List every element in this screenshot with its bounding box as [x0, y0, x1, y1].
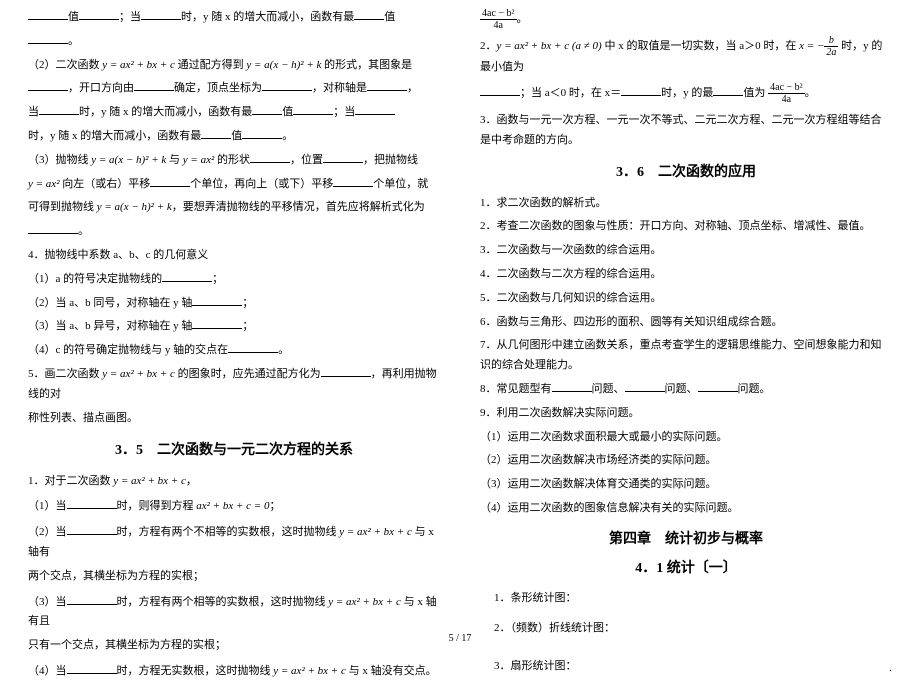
text-line: 时，y 随 x 的增大而减小，函数有最值。	[28, 127, 440, 147]
list-item: 4．二次函数与二次方程的综合运用。	[480, 265, 892, 285]
text-line: 3．函数与一元一次方程、一元一次不等式、二元二次方程、二元一次方程组等结合是中考…	[480, 111, 892, 151]
dot-icon: .	[889, 657, 892, 679]
list-item: （1）运用二次函数求面积最大或最小的实际问题。	[480, 428, 892, 448]
section-title: 3．5 二次函数与一元二次方程的关系	[28, 438, 440, 463]
text-line: （4）当时，方程无实数根，这时抛物线 y = ax² + bx + c 与 x …	[28, 662, 440, 682]
left-column: 值；当时，y 随 x 的增大而减小，函数有最值 。 （2）二次函数 y = ax…	[0, 0, 460, 650]
list-item: 2．考查二次函数的图象与性质：开口方向、对称轴、顶点坐标、增减性、最值。	[480, 217, 892, 237]
text-line: （3）抛物线 y = a(x − h)² + k 与 y = ax² 的形状，位…	[28, 151, 440, 171]
text-line: （2）二次函数 y = ax² + bx + c 通过配方得到 y = a(x …	[28, 56, 440, 76]
list-item: 7．从几何图形中建立函数关系，重点考查学生的逻辑思维能力、空间想象能力和知识的综…	[480, 336, 892, 376]
list-item: 9．利用二次函数解决实际问题。	[480, 404, 892, 424]
text-line: （1）当时，则得到方程 ax² + bx + c = 0；	[28, 497, 440, 517]
text-line: 。	[28, 32, 440, 52]
text-line: 值；当时，y 随 x 的增大而减小，函数有最值	[28, 8, 440, 28]
text-line: 2．y = ax² + bx + c (a ≠ 0) 中 x 的取值是一切实数，…	[480, 35, 892, 78]
text-line: （3）当时，方程有两个相等的实数根，这时抛物线 y = ax² + bx + c…	[28, 593, 440, 633]
list-item: 1．求二次函数的解析式。	[480, 194, 892, 214]
list-item: （2）运用二次函数解决市场经济类的实际问题。	[480, 451, 892, 471]
text-line: （2）当 a、b 同号，对称轴在 y 轴；	[28, 294, 440, 314]
text-line: 当时，y 随 x 的增大而减小，函数有最值；当	[28, 103, 440, 123]
text-line: ；当 a＜0 时，在 x＝时，y 的最值为 4ac − b²4a。	[480, 82, 892, 105]
list-item: （3）运用二次函数解决体育交通类的实际问题。	[480, 475, 892, 495]
fraction: 4ac − b²4a	[480, 8, 517, 31]
text-line: （4）c 的符号确定抛物线与 y 轴的交点在。	[28, 341, 440, 361]
text-line: y = ax² 向左（或右）平移个单位，再向上（或下）平移个单位，就	[28, 175, 440, 195]
page-footer: 5 / 17	[0, 633, 920, 644]
text-line: 可得到抛物线 y = a(x − h)² + k，要想弄清抛物线的平移情况，首先…	[28, 198, 440, 218]
fraction: 4ac − b²4a	[768, 82, 805, 105]
text-line: 称性列表、描点画图。	[28, 409, 440, 429]
text-line: 两个交点，其横坐标为方程的实根；	[28, 567, 440, 587]
text-line: 1．对于二次函数 y = ax² + bx + c，	[28, 472, 440, 492]
text-line: 。	[28, 222, 440, 242]
section-title: 3．6 二次函数的应用	[480, 160, 892, 185]
formula-x-eq: x = −b2a	[799, 40, 838, 52]
formula: y = a(x − h)² + k	[246, 59, 321, 71]
list-item: 5．二次函数与几何知识的综合运用。	[480, 289, 892, 309]
section-title: 4．1 统计〔一〕	[480, 556, 892, 581]
list-item: 1．条形统计图：	[480, 589, 892, 609]
list-item: 3．扇形统计图： .	[480, 657, 892, 677]
list-item: （4）运用二次函数的图象信息解决有关的实际问题。	[480, 499, 892, 519]
list-item: 8．常见题型有问题、问题、问题。	[480, 380, 892, 400]
text-line: （2）当时，方程有两个不相等的实数根，这时抛物线 y = ax² + bx + …	[28, 523, 440, 563]
text-line: （1）a 的符号决定抛物线的；	[28, 270, 440, 290]
formula: y = ax² + bx + c	[102, 59, 175, 71]
text-line: （3）当 a、b 异号，对称轴在 y 轴；	[28, 317, 440, 337]
text-line: 5．画二次函数 y = ax² + bx + c 的图象时，应先通过配方化为，再…	[28, 365, 440, 405]
chapter-title: 第四章 统计初步与概率	[480, 527, 892, 552]
right-column: 4ac − b²4a。 2．y = ax² + bx + c (a ≠ 0) 中…	[460, 0, 920, 650]
text-line: 4ac − b²4a。	[480, 8, 892, 31]
text-line: ，开口方向由确定，顶点坐标为，对称轴是，	[28, 79, 440, 99]
page-container: 值；当时，y 随 x 的增大而减小，函数有最值 。 （2）二次函数 y = ax…	[0, 0, 920, 650]
list-item: 6．函数与三角形、四边形的面积、圆等有关知识组成综合题。	[480, 313, 892, 333]
list-item: 3．二次函数与一次函数的综合运用。	[480, 241, 892, 261]
text-line: 4．抛物线中系数 a、b、c 的几何意义	[28, 246, 440, 266]
